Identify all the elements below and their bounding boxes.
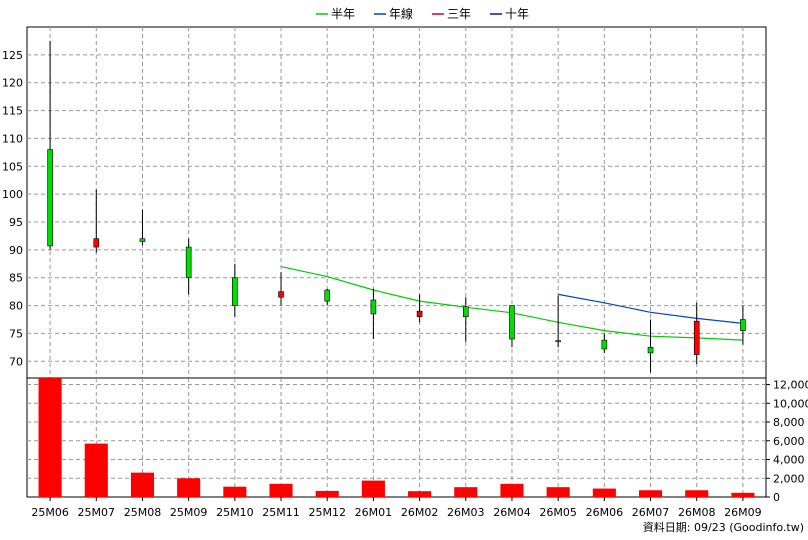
candle-body [232, 277, 238, 306]
candle-body [693, 320, 700, 355]
price-tick-label: 95 [9, 216, 23, 229]
volume-tick-label: 2,000 [773, 472, 805, 485]
x-tick-label: 25M12 [308, 506, 346, 519]
x-tick-label: 26M04 [493, 506, 531, 519]
candle [693, 302, 700, 365]
volume-tick-label: 4,000 [773, 454, 805, 467]
candle [278, 272, 284, 306]
x-tick-label: 26M03 [447, 506, 485, 519]
volume-bar [592, 488, 616, 497]
x-tick-label: 26M09 [724, 506, 762, 519]
candle-body [93, 238, 100, 248]
x-tick-label: 25M11 [262, 506, 300, 519]
volume-tick-label: 10,000 [773, 397, 808, 410]
candle-body [555, 340, 561, 343]
candle-body [416, 310, 423, 318]
candle [47, 40, 53, 250]
volume-tick-label: 6,000 [773, 435, 805, 448]
candles [47, 40, 746, 373]
x-tick-label: 26M06 [586, 506, 624, 519]
candle-body [740, 319, 746, 331]
candle-body [278, 291, 284, 298]
candle [93, 189, 100, 253]
candle-body [139, 238, 146, 242]
legend: 半年 年線 三年 十年 [316, 6, 529, 21]
volume-bar [315, 490, 339, 497]
x-tick-label: 25M09 [170, 506, 208, 519]
candle [324, 288, 331, 306]
legend-label: 三年 [447, 7, 471, 21]
volume-bar [38, 378, 62, 497]
price-tick-label: 70 [9, 355, 23, 368]
volume-bars [38, 378, 755, 497]
price-tick-label: 105 [2, 160, 23, 173]
candle [462, 297, 469, 342]
candle-body [47, 149, 53, 247]
price-tick-label: 85 [9, 272, 23, 285]
volume-bar [269, 483, 293, 497]
volume-bar [454, 487, 478, 497]
x-tick-label: 26M08 [678, 506, 716, 519]
price-tick-label: 90 [9, 244, 23, 257]
volume-axis-ticks: 0 2,000 4,000 6,000 8,000 10,000 12,000 [766, 379, 808, 504]
candle [509, 305, 515, 348]
candle-body [647, 347, 654, 354]
x-tick-label: 25M06 [31, 506, 69, 519]
volume-bar [731, 492, 755, 497]
candle-body [601, 339, 608, 350]
candle-body [509, 305, 515, 340]
volume-tick-label: 12,000 [773, 379, 808, 392]
candle [370, 288, 377, 339]
legend-label: 年線 [389, 6, 413, 21]
volume-bar [223, 486, 247, 497]
moving-average-line [558, 293, 743, 324]
price-tick-label: 115 [2, 105, 23, 118]
legend-label: 十年 [505, 7, 529, 21]
volume-tick-label: 8,000 [773, 416, 805, 429]
price-tick-label: 80 [9, 300, 23, 313]
x-tick-label: 26M07 [632, 506, 670, 519]
volume-panel: 0 2,000 4,000 6,000 8,000 10,000 12,000 [26, 377, 808, 504]
data-date-footer: 資料日期: 09/23 (Goodinfo.tw) [643, 520, 804, 534]
x-tick-label: 26M01 [355, 506, 393, 519]
candle-body [370, 299, 377, 315]
candle [139, 209, 146, 246]
candle [555, 295, 561, 348]
candle-body [185, 246, 192, 279]
volume-bar [685, 490, 709, 497]
price-tick-label: 110 [2, 132, 23, 145]
candle [185, 238, 192, 295]
price-panel: 70 75 80 85 90 95 100 105 110 115 120 125 [2, 26, 767, 379]
volume-bar [500, 483, 524, 497]
candle [740, 305, 746, 345]
price-tick-label: 100 [2, 188, 23, 201]
volume-tick-label: 0 [773, 491, 780, 504]
volume-bar [361, 480, 385, 497]
x-axis-ticks: 25M06 25M07 25M08 25M09 25M10 25M11 25M12 26M01… [31, 497, 762, 519]
legend-label: 半年 [331, 7, 355, 21]
candle [416, 294, 423, 323]
volume-bar [638, 490, 663, 497]
volume-bar [408, 491, 432, 497]
x-tick-label: 25M10 [216, 506, 254, 519]
candle-body [462, 306, 469, 318]
price-tick-label: 75 [9, 327, 23, 340]
price-axis-ticks: 70 75 80 85 90 95 100 105 110 115 120 125 [2, 49, 23, 368]
volume-bar [130, 472, 155, 497]
volume-bar [546, 487, 570, 497]
price-tick-label: 125 [2, 49, 23, 62]
x-tick-label: 26M02 [401, 506, 439, 519]
volume-bar [84, 443, 108, 497]
volume-bar [177, 478, 201, 497]
candle [647, 319, 654, 373]
candle-body [324, 289, 331, 302]
x-tick-label: 25M08 [124, 506, 162, 519]
price-tick-label: 120 [2, 77, 23, 90]
candle [232, 263, 238, 317]
price-plot-frame [26, 26, 767, 379]
candle [601, 333, 608, 353]
x-tick-label: 26M05 [539, 506, 577, 519]
x-tick-label: 25M07 [78, 506, 116, 519]
